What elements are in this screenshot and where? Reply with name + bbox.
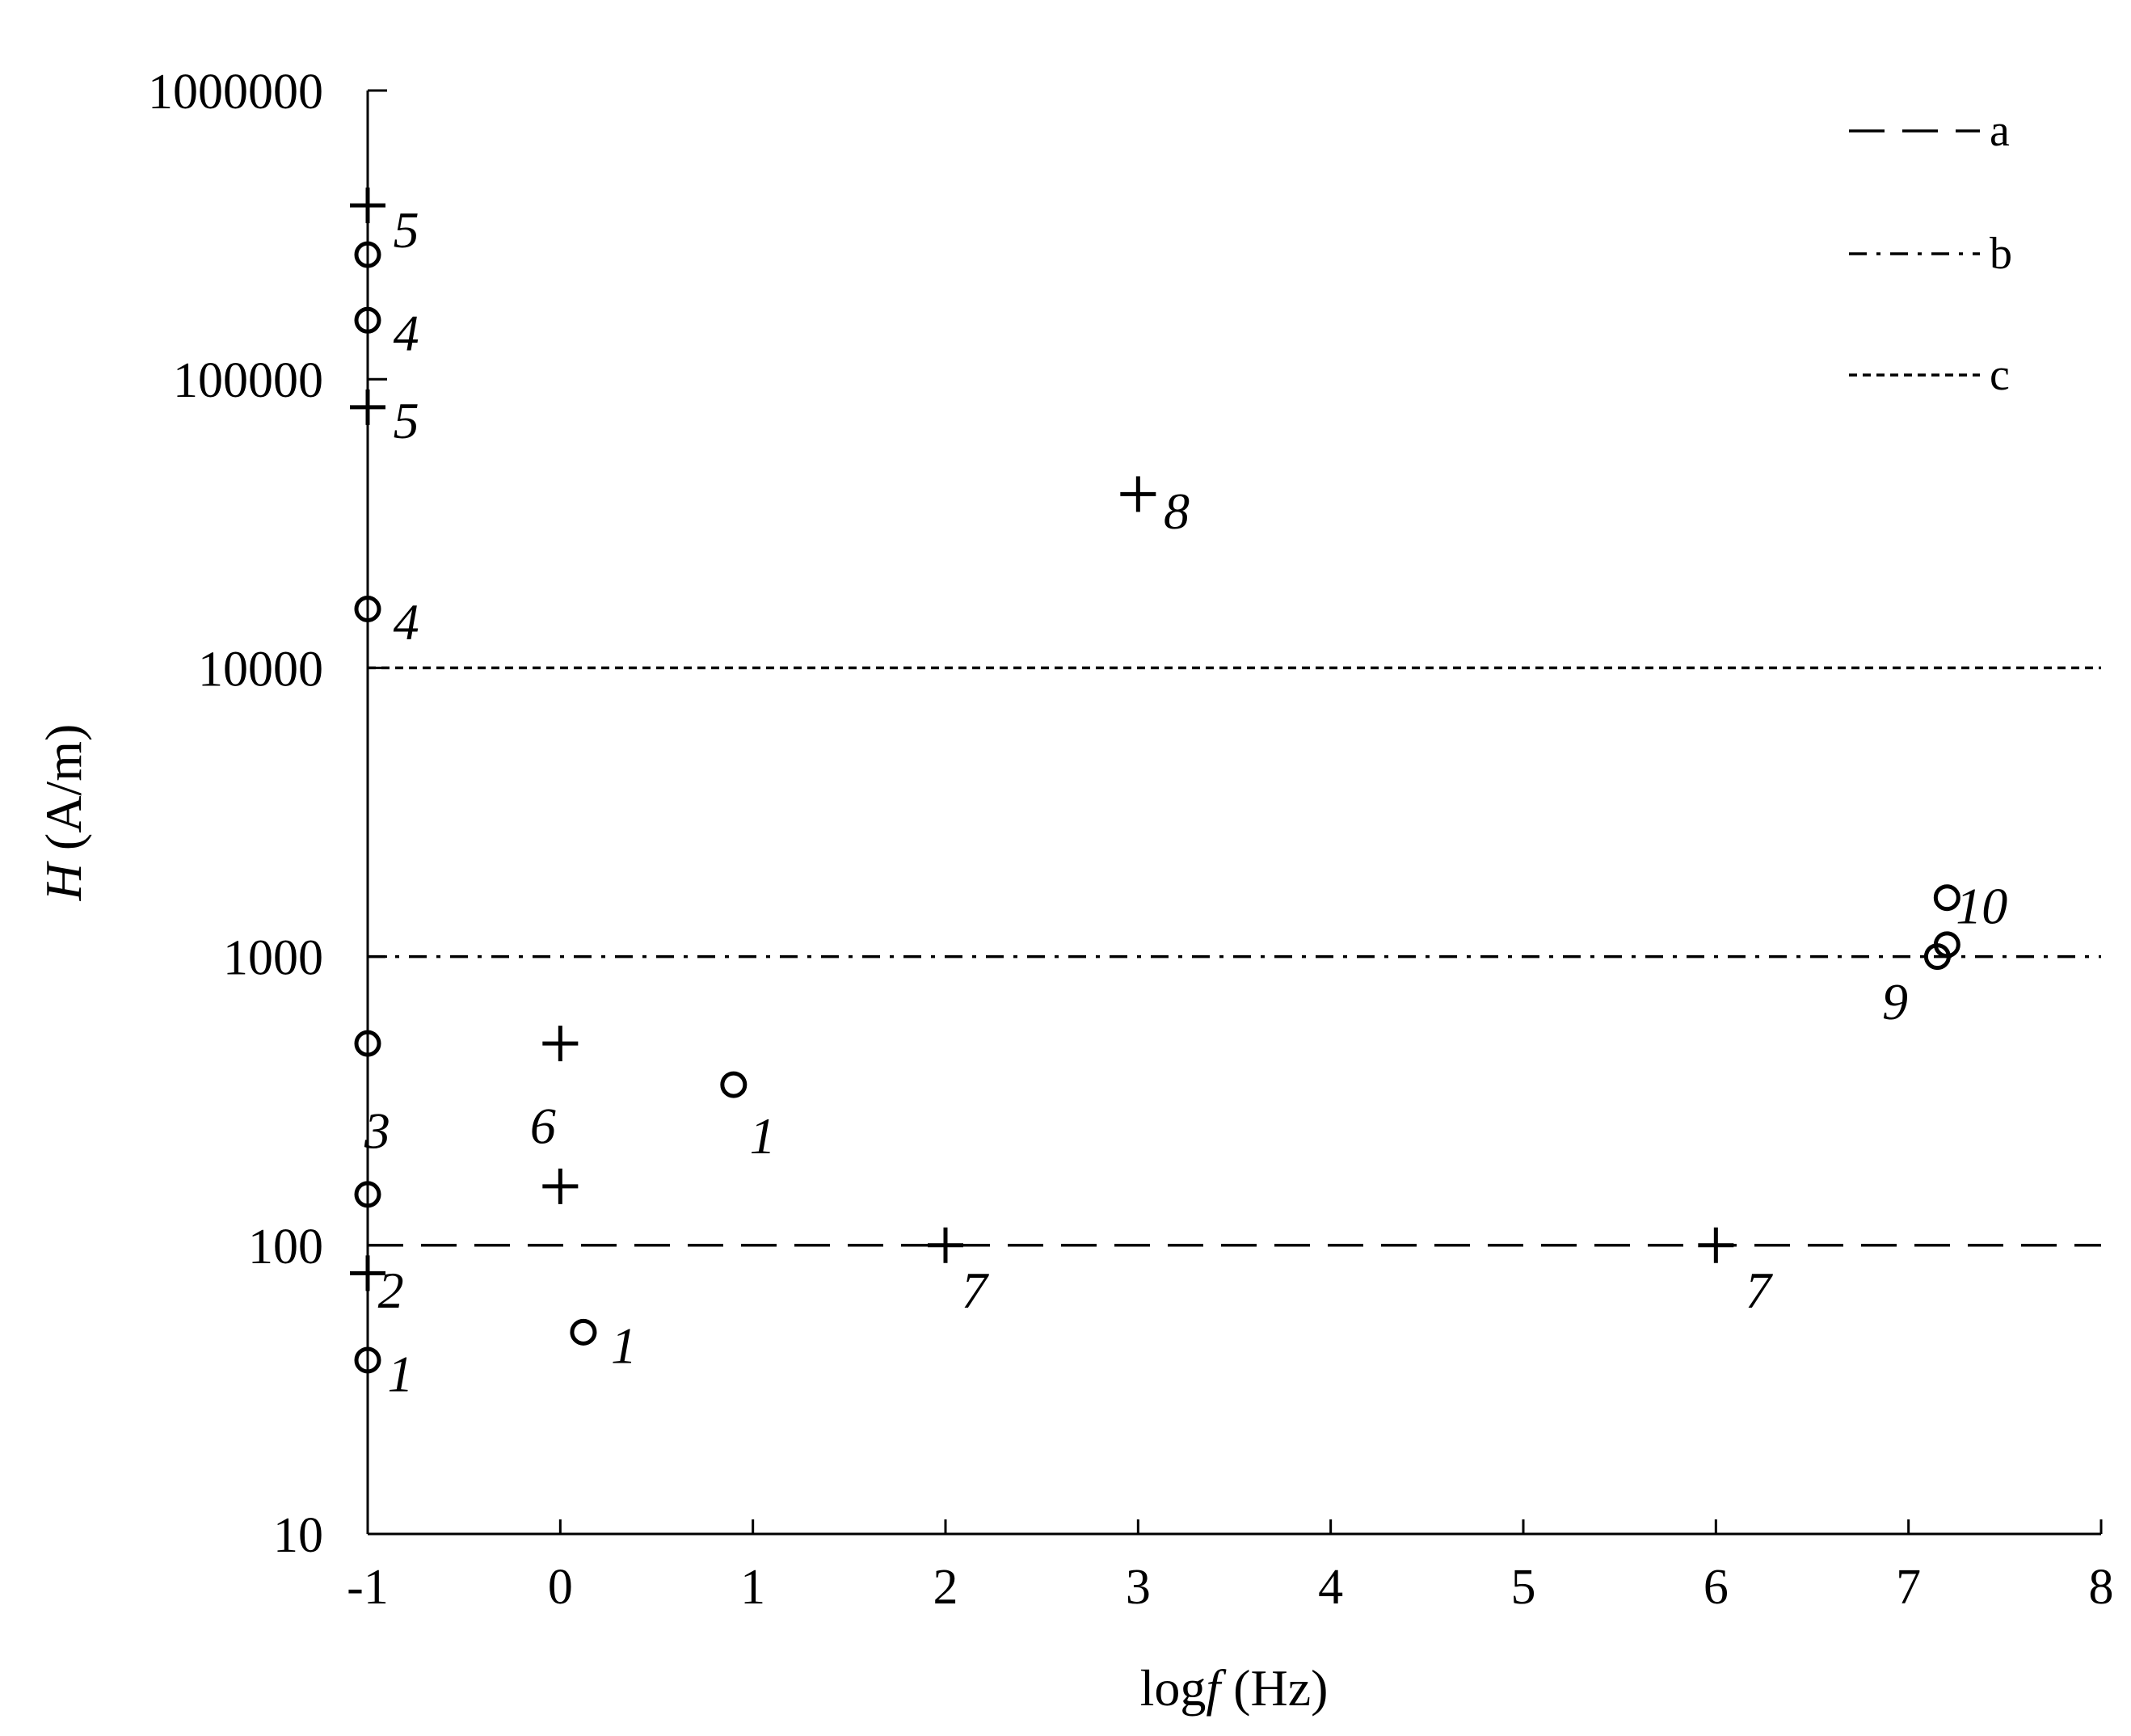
- y-tick-label: 10000: [198, 642, 323, 697]
- x-tick-label: 1: [740, 1560, 765, 1615]
- x-tick-label: 6: [1704, 1560, 1729, 1615]
- data-point-circle: [354, 241, 381, 268]
- data-point-circle: [354, 306, 381, 334]
- y-ticks: 10 100 1000 10000 100000 1000000: [148, 65, 387, 1563]
- legend-label-b: b: [1990, 229, 2012, 279]
- x-axis-title-unit: (Hz): [1220, 1659, 1328, 1717]
- point-label: 1: [388, 1345, 414, 1402]
- data-point-plus: [350, 1255, 385, 1291]
- data-points: [350, 188, 1960, 1374]
- point-label: 4: [394, 305, 419, 362]
- y-tick-label: 10: [273, 1508, 323, 1563]
- point-label: 5: [394, 392, 419, 449]
- data-point-circle: [570, 1318, 597, 1346]
- x-tick-label: -1: [347, 1560, 389, 1615]
- y-axis-title-var: H: [35, 860, 92, 901]
- x-axis-title: logf (Hz): [1140, 1659, 1329, 1717]
- y-tick-label: 1000: [223, 931, 323, 986]
- point-label: 1: [611, 1317, 637, 1375]
- data-point-circle: [1933, 884, 1960, 912]
- point-label: 4: [394, 593, 419, 651]
- point-label: 7: [962, 1262, 990, 1319]
- data-point-plus: [1120, 476, 1156, 512]
- reference-lines: [368, 666, 2101, 1247]
- y-axis-title-unit: (A/m): [35, 724, 92, 863]
- x-ticks: -1 0 1 2 3 4 5 6 7 8: [347, 1519, 2114, 1615]
- y-tick-label: 100: [248, 1220, 323, 1275]
- point-label: 10: [1956, 878, 2007, 935]
- data-point-plus: [1698, 1227, 1734, 1263]
- legend-label-a: a: [1990, 106, 2010, 156]
- x-tick-label: 2: [933, 1560, 958, 1615]
- x-tick-label: 0: [548, 1560, 573, 1615]
- point-label: 1: [750, 1107, 776, 1165]
- data-point-plus: [542, 1168, 579, 1204]
- data-point-plus: [350, 188, 385, 224]
- legend: a b c: [1849, 106, 2012, 400]
- data-point-plus: [928, 1227, 963, 1263]
- data-point-circle: [354, 1030, 381, 1057]
- x-tick-label: 4: [1318, 1560, 1343, 1615]
- y-axis-title: H (A/m): [35, 724, 92, 902]
- x-tick-label: 5: [1511, 1560, 1536, 1615]
- point-label: 2: [378, 1262, 404, 1319]
- data-point-circle: [354, 1346, 381, 1374]
- data-point-circle: [720, 1071, 748, 1098]
- y-tick-label: 100000: [173, 353, 323, 408]
- point-label: 9: [1882, 973, 1908, 1030]
- data-point-circle: [354, 1181, 381, 1208]
- y-tick-label: 1000000: [148, 65, 323, 120]
- data-point-circle: [354, 595, 381, 622]
- point-label: 8: [1164, 482, 1190, 540]
- legend-label-c: c: [1990, 350, 2010, 400]
- x-tick-label: 7: [1896, 1560, 1921, 1615]
- point-label: 3: [364, 1102, 390, 1160]
- point-label: 5: [394, 201, 419, 259]
- x-tick-label: 8: [2089, 1560, 2114, 1615]
- data-point-circle: [1933, 931, 1960, 959]
- data-point-plus: [542, 1026, 579, 1062]
- x-axis-title-prefix: log: [1140, 1659, 1207, 1717]
- data-point-plus: [350, 389, 385, 425]
- x-tick-label: 3: [1126, 1560, 1151, 1615]
- point-label: 6: [530, 1098, 556, 1155]
- point-label: 7: [1746, 1262, 1774, 1319]
